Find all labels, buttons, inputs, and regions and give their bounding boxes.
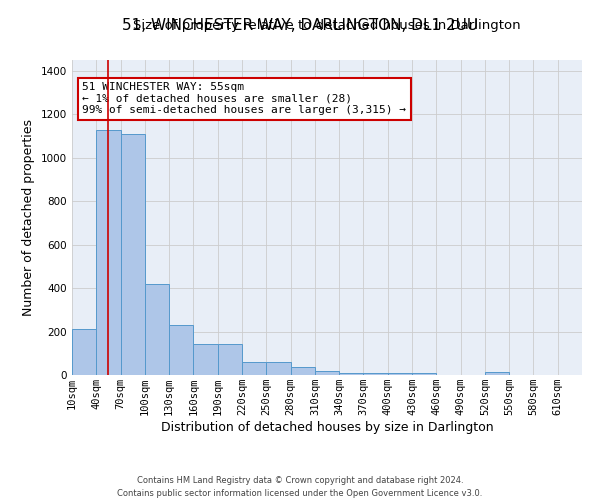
Title: Size of property relative to detached houses in Darlington: Size of property relative to detached ho…: [133, 20, 521, 32]
Bar: [266, 362, 290, 375]
Bar: [96, 130, 121, 375]
Text: 51 WINCHESTER WAY: 55sqm
← 1% of detached houses are smaller (28)
99% of semi-de: 51 WINCHESTER WAY: 55sqm ← 1% of detache…: [82, 82, 406, 116]
Text: Contains HM Land Registry data © Crown copyright and database right 2024.
Contai: Contains HM Land Registry data © Crown c…: [118, 476, 482, 498]
Bar: [193, 344, 218, 375]
Y-axis label: Number of detached properties: Number of detached properties: [22, 119, 35, 316]
Bar: [412, 373, 436, 375]
Bar: [121, 134, 145, 375]
Bar: [72, 330, 96, 375]
X-axis label: Distribution of detached houses by size in Darlington: Distribution of detached houses by size …: [161, 421, 493, 434]
Text: 51, WINCHESTER WAY, DARLINGTON, DL1 2UU: 51, WINCHESTER WAY, DARLINGTON, DL1 2UU: [122, 18, 478, 32]
Bar: [485, 372, 509, 375]
Bar: [242, 362, 266, 375]
Bar: [145, 284, 169, 375]
Bar: [218, 344, 242, 375]
Bar: [388, 373, 412, 375]
Bar: [339, 373, 364, 375]
Bar: [364, 373, 388, 375]
Bar: [169, 325, 193, 375]
Bar: [315, 370, 339, 375]
Bar: [290, 368, 315, 375]
